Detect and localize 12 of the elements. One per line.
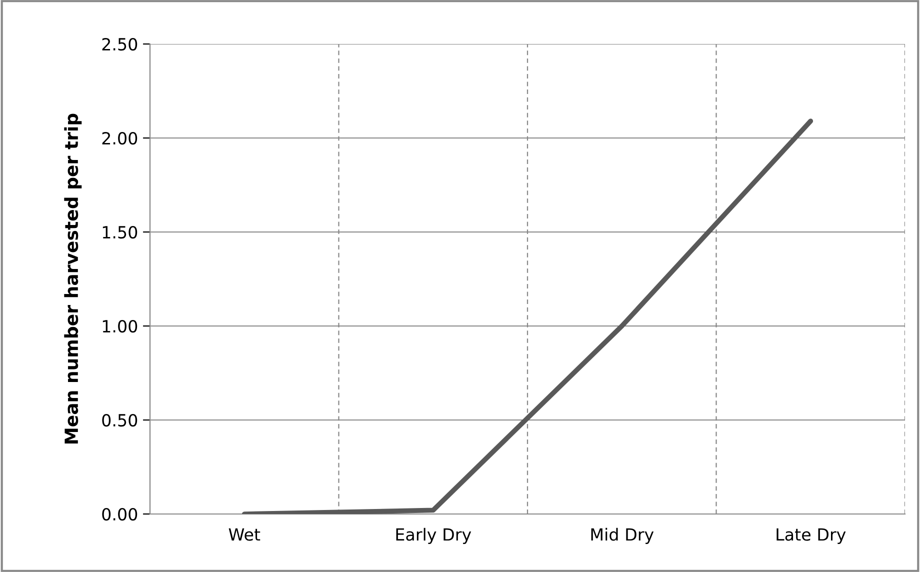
x-tick-label: Early Dry bbox=[396, 528, 472, 544]
x-tick-label: Late Dry bbox=[776, 528, 846, 544]
x-tick-label: Wet bbox=[228, 528, 260, 541]
line-series bbox=[242, 118, 814, 514]
y-tick-label: 2.50 bbox=[102, 38, 138, 51]
x-tick-label: Mid Dry bbox=[591, 528, 654, 544]
y-tick-label: 0.50 bbox=[102, 414, 138, 427]
y-axis-title: Mean number harvested per trip bbox=[64, 114, 82, 444]
y-tick-label: 1.50 bbox=[102, 226, 138, 239]
y-tick-label: 0.00 bbox=[102, 508, 138, 521]
y-tick-label: 2.00 bbox=[102, 132, 138, 145]
y-tick-label: 1.00 bbox=[102, 320, 138, 333]
